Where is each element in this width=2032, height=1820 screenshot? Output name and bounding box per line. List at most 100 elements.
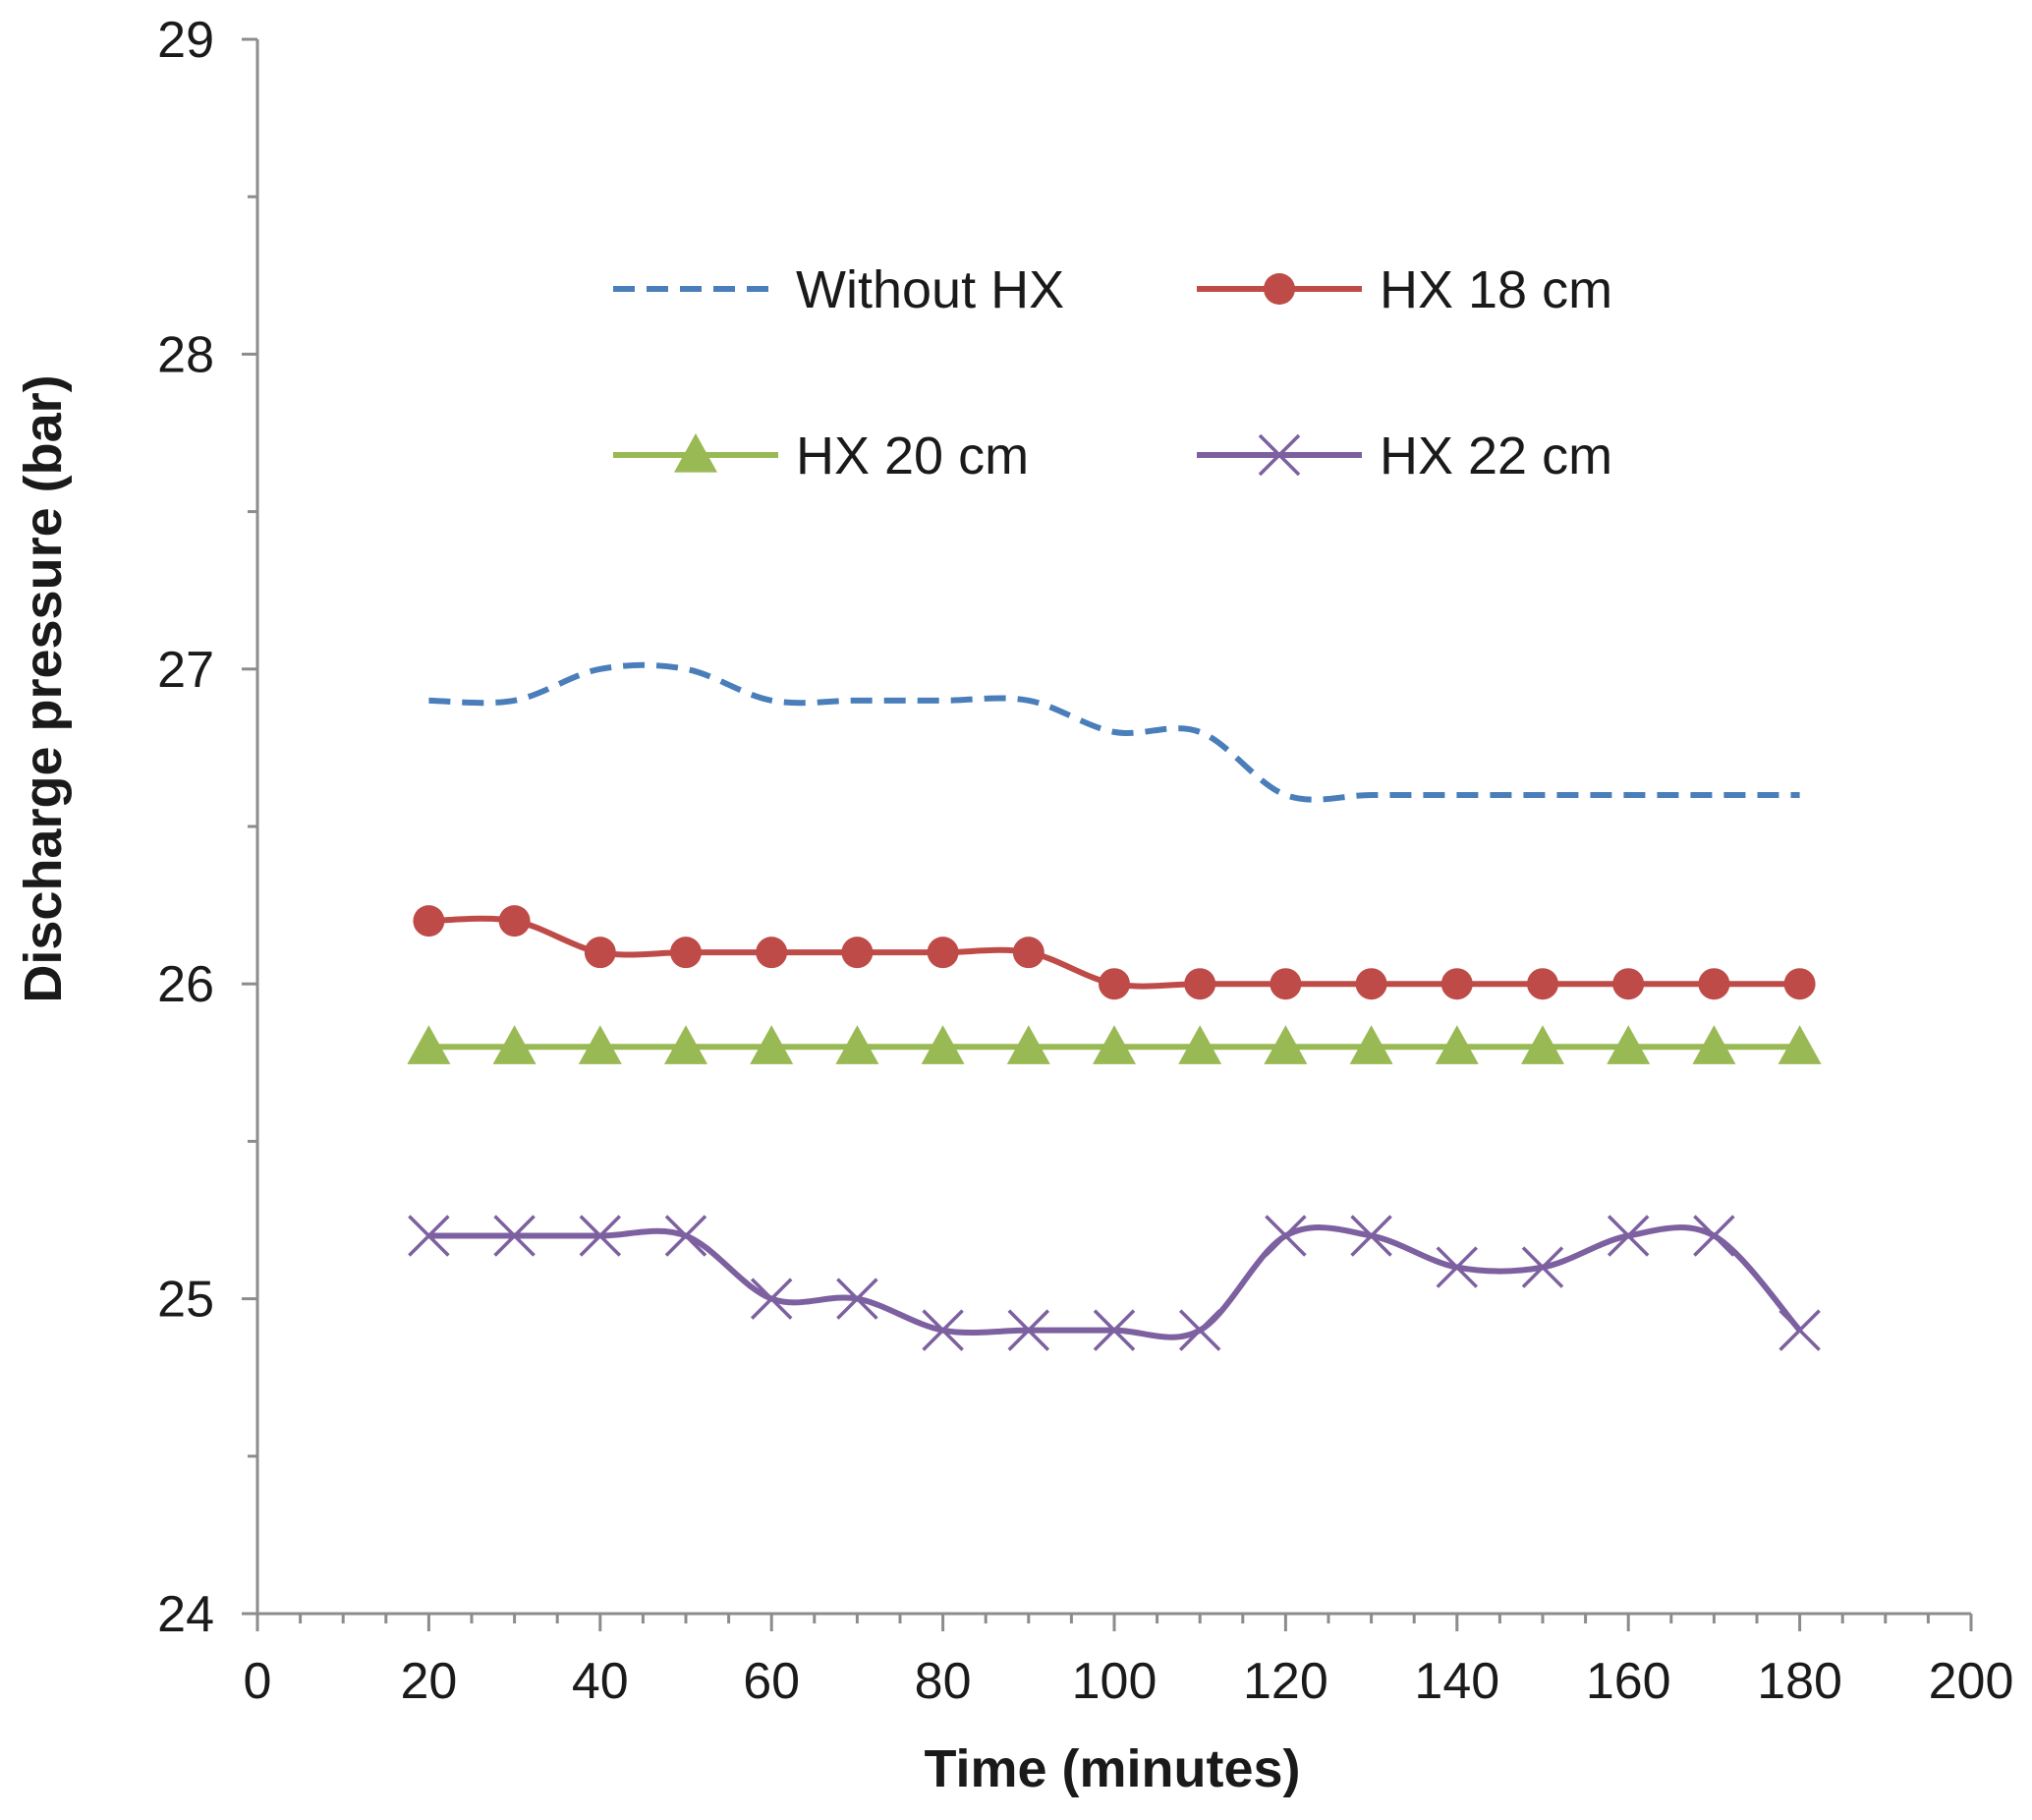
y-tick-label: 24	[157, 1586, 214, 1643]
data-point-hx-18-cm	[1270, 968, 1302, 1000]
data-point-hx-20-cm	[921, 1025, 965, 1064]
y-axis-title: Discharge pressure (bar)	[14, 374, 73, 1002]
marker-x-stroke	[1521, 1246, 1564, 1288]
data-point-hx-18-cm	[841, 937, 874, 969]
x-tick-label: 200	[1929, 1653, 2014, 1710]
data-point-hx-22-cm	[1436, 1246, 1479, 1288]
x-tick-label: 60	[743, 1653, 800, 1710]
series-layer	[407, 661, 1822, 1351]
marker-x-stroke	[579, 1215, 622, 1257]
legend-entry-hx-20-cm: HX 20 cm	[613, 427, 1029, 485]
data-point-hx-18-cm	[1012, 937, 1044, 969]
axes: 24 25 26 27 28 29 0 20 40 60 80 100 120 140 160 180 200	[157, 12, 2013, 1710]
x-tick-label: 160	[1586, 1653, 1671, 1710]
marker-x-stroke	[1350, 1215, 1392, 1257]
data-point-hx-18-cm	[413, 905, 445, 938]
x-tick-label: 180	[1757, 1653, 1842, 1710]
data-point-hx-20-cm	[750, 1025, 794, 1064]
data-point-hx-18-cm	[1355, 968, 1387, 1000]
data-point-hx-22-cm	[836, 1278, 878, 1320]
data-point-hx-22-cm	[750, 1278, 793, 1320]
x-tick-label: 140	[1414, 1653, 1499, 1710]
data-point-hx-18-cm	[1783, 968, 1816, 1000]
legend-label-hx-18-cm: HX 18 cm	[1380, 260, 1612, 319]
y-tick-label: 26	[157, 956, 214, 1013]
y-tick-label: 28	[157, 326, 214, 383]
marker-x-stroke	[922, 1309, 964, 1351]
y-tick-label: 27	[157, 642, 214, 699]
marker-x-stroke	[1258, 433, 1301, 477]
marker-x-stroke	[1607, 1215, 1650, 1257]
data-point-hx-18-cm	[1440, 968, 1473, 1000]
marker-x-stroke	[1178, 1309, 1221, 1351]
legend-marker-hx-22-cm	[1258, 433, 1301, 477]
series-line-without-hx	[428, 661, 1800, 803]
data-point-hx-20-cm	[1178, 1025, 1222, 1064]
data-point-hx-22-cm	[1350, 1215, 1392, 1257]
x-tick-label: 100	[1072, 1653, 1157, 1710]
data-point-hx-22-cm	[922, 1309, 964, 1351]
marker-x-stroke	[493, 1215, 536, 1257]
data-point-hx-22-cm	[1778, 1309, 1821, 1351]
legend-marker-hx-18-cm	[1264, 273, 1295, 305]
x-tick-label: 40	[572, 1653, 629, 1710]
series-without-hx	[428, 661, 1800, 803]
data-point-hx-20-cm	[492, 1025, 536, 1064]
series-hx-18-cm	[413, 905, 1816, 1000]
marker-x-stroke	[408, 1215, 450, 1257]
data-point-hx-22-cm	[1521, 1246, 1564, 1288]
data-point-hx-20-cm	[578, 1025, 622, 1064]
marker-x-stroke	[750, 1278, 793, 1320]
data-point-hx-20-cm	[1692, 1025, 1736, 1064]
legend-entry-hx-18-cm: HX 18 cm	[1197, 260, 1612, 319]
data-point-hx-22-cm	[664, 1215, 707, 1257]
data-point-hx-18-cm	[1698, 968, 1730, 1000]
data-point-hx-20-cm	[1778, 1025, 1822, 1064]
marker-x-stroke	[1778, 1309, 1821, 1351]
data-point-hx-18-cm	[1099, 968, 1130, 1000]
data-point-hx-22-cm	[493, 1215, 536, 1257]
legend-entry-hx-22-cm: HX 22 cm	[1197, 427, 1612, 485]
marker-x-stroke	[664, 1215, 707, 1257]
legend-marker-hx-20-cm	[674, 433, 717, 473]
series-line-hx-22-cm	[428, 1224, 1802, 1340]
legend-label-hx-22-cm: HX 22 cm	[1380, 427, 1612, 485]
data-point-hx-22-cm	[1693, 1215, 1735, 1257]
marker-x-stroke	[1007, 1309, 1050, 1351]
marker-x-stroke	[836, 1278, 878, 1320]
data-point-hx-22-cm	[1007, 1309, 1050, 1351]
data-point-hx-22-cm	[1178, 1309, 1221, 1351]
marker-x-stroke	[1093, 1309, 1136, 1351]
data-point-hx-20-cm	[1093, 1025, 1136, 1064]
legend-label-hx-20-cm: HX 20 cm	[796, 427, 1029, 485]
data-point-hx-22-cm	[408, 1215, 450, 1257]
data-point-hx-20-cm	[1435, 1025, 1479, 1064]
data-point-hx-18-cm	[756, 937, 788, 969]
data-point-hx-18-cm	[670, 937, 702, 969]
marker-x-stroke	[1265, 1215, 1307, 1257]
data-point-hx-20-cm	[1349, 1025, 1393, 1064]
x-tick-label: 80	[915, 1653, 972, 1710]
legend-label-without-hx: Without HX	[796, 260, 1064, 319]
data-point-hx-22-cm	[1265, 1215, 1307, 1257]
data-point-hx-18-cm	[584, 937, 616, 969]
data-point-hx-20-cm	[407, 1025, 451, 1064]
x-tick-label: 20	[400, 1653, 457, 1710]
data-point-hx-20-cm	[835, 1025, 879, 1064]
x-axis-title: Time (minutes)	[924, 1739, 1300, 1798]
data-point-hx-18-cm	[498, 905, 531, 938]
data-point-hx-20-cm	[664, 1025, 707, 1064]
y-tick-label: 25	[157, 1272, 214, 1329]
data-point-hx-20-cm	[1264, 1025, 1308, 1064]
legend: Without HX HX 18 cm HX 20 cm HX 22 cm	[613, 260, 1612, 485]
marker-x-stroke	[1693, 1215, 1735, 1257]
series-hx-22-cm	[408, 1215, 1821, 1351]
marker-x-stroke	[1436, 1246, 1479, 1288]
data-point-hx-20-cm	[1607, 1025, 1651, 1064]
x-tick-label: 0	[244, 1653, 272, 1710]
data-point-hx-18-cm	[1527, 968, 1558, 1000]
series-hx-20-cm	[407, 1025, 1822, 1064]
data-point-hx-18-cm	[927, 937, 959, 969]
data-point-hx-20-cm	[1006, 1025, 1050, 1064]
